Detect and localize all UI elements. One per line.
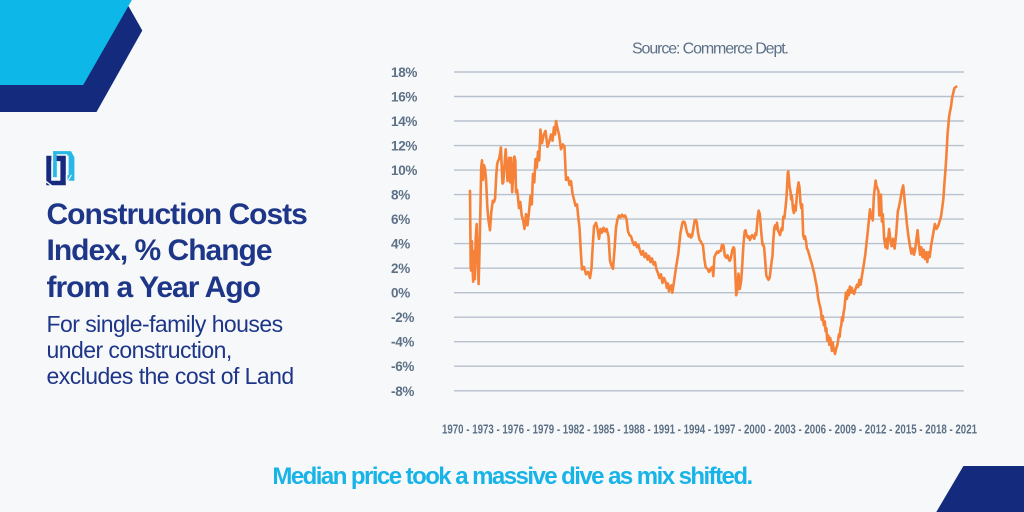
svg-text:4%: 4%: [391, 237, 410, 252]
svg-text:2%: 2%: [391, 261, 410, 276]
svg-text:6%: 6%: [391, 212, 410, 227]
svg-text:-4%: -4%: [391, 335, 414, 350]
svg-text:-6%: -6%: [391, 359, 414, 374]
svg-text:Source: Commerce Dept.: Source: Commerce Dept.: [632, 41, 789, 58]
svg-text:18%: 18%: [391, 65, 417, 80]
svg-text:-2%: -2%: [391, 310, 414, 325]
svg-text:16%: 16%: [391, 90, 417, 105]
svg-text:14%: 14%: [391, 114, 417, 129]
svg-text:-8%: -8%: [391, 384, 414, 399]
svg-text:1970 - 1973 - 1976 - 1979 - 19: 1970 - 1973 - 1976 - 1979 - 1982 - 1985 …: [442, 423, 977, 437]
svg-text:8%: 8%: [391, 188, 410, 203]
svg-text:0%: 0%: [391, 286, 410, 301]
svg-text:12%: 12%: [391, 139, 417, 154]
svg-text:10%: 10%: [391, 163, 417, 178]
